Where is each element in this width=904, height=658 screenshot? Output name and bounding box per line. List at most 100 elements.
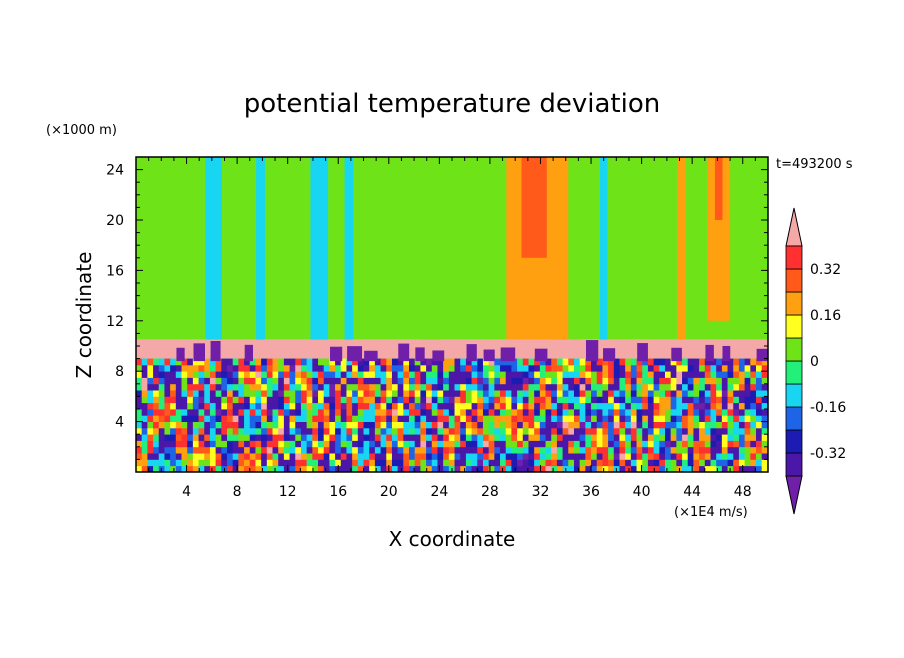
- cell: [642, 390, 649, 397]
- cell: [699, 377, 706, 385]
- cell: [670, 364, 678, 372]
- cell: [409, 440, 416, 448]
- cell: [477, 409, 484, 416]
- cell: [300, 364, 308, 372]
- cell: [266, 434, 274, 441]
- cell: [295, 409, 302, 416]
- cell: [374, 377, 382, 385]
- cell: [175, 415, 183, 422]
- cell: [693, 427, 700, 435]
- cell: [147, 371, 154, 378]
- cell: [141, 415, 149, 422]
- cell: [238, 465, 245, 472]
- cell: [215, 453, 222, 460]
- cell: [744, 421, 751, 429]
- cell: [676, 421, 683, 429]
- cell: [602, 358, 609, 366]
- cell: [187, 377, 194, 385]
- cell: [227, 358, 234, 366]
- cell: [625, 434, 632, 441]
- cell: [727, 390, 734, 397]
- cell: [699, 440, 706, 448]
- cell: [693, 415, 700, 422]
- colorbar-box: [785, 383, 803, 408]
- cell: [386, 383, 393, 391]
- cell: [488, 371, 495, 378]
- cell: [738, 453, 746, 460]
- cell: [579, 453, 587, 460]
- cell: [511, 421, 518, 429]
- cell: [164, 402, 171, 410]
- cell: [471, 402, 478, 410]
- cell: [175, 396, 183, 404]
- cell: [517, 409, 524, 416]
- cell: [164, 377, 171, 385]
- cell: [215, 364, 222, 372]
- cell: [409, 409, 416, 416]
- cell: [192, 383, 200, 391]
- cell: [608, 396, 615, 404]
- cell: [716, 396, 723, 404]
- cell: [636, 364, 643, 372]
- cell: [363, 377, 370, 385]
- cell: [602, 427, 609, 435]
- x-tick-label: 24: [430, 484, 448, 500]
- cell: [357, 434, 365, 441]
- cell: [454, 434, 461, 441]
- cell: [659, 427, 666, 435]
- cell: [295, 377, 302, 385]
- cell: [147, 421, 154, 429]
- cell: [221, 446, 228, 454]
- cell: [750, 459, 757, 467]
- cell: [585, 402, 592, 410]
- cell: [255, 459, 262, 467]
- cell: [192, 446, 200, 454]
- cell: [283, 390, 291, 397]
- cell: [727, 377, 734, 385]
- cell: [386, 459, 393, 467]
- cell: [505, 459, 513, 467]
- cell: [704, 446, 712, 454]
- cell: [198, 415, 205, 422]
- cell: [647, 427, 655, 435]
- cell: [727, 402, 734, 410]
- cell: [158, 453, 166, 460]
- cell: [755, 396, 763, 404]
- cell: [522, 453, 530, 460]
- cell: [426, 371, 433, 378]
- cell: [750, 440, 757, 448]
- cell: [289, 453, 296, 460]
- cell: [562, 358, 569, 366]
- cell: [653, 459, 660, 467]
- cell: [659, 390, 666, 397]
- cell: [534, 402, 541, 410]
- cell: [556, 440, 564, 448]
- cell: [454, 453, 461, 460]
- cell: [545, 377, 552, 385]
- cell: [636, 465, 643, 472]
- cell: [448, 415, 456, 422]
- cell: [414, 446, 422, 454]
- cell: [278, 371, 285, 378]
- cell: [710, 409, 717, 416]
- cell: [187, 415, 194, 422]
- cell: [232, 390, 240, 397]
- cell: [346, 371, 353, 378]
- cell: [642, 358, 649, 366]
- x-tick-label: 12: [279, 484, 297, 500]
- cell: [494, 434, 501, 441]
- cell: [238, 409, 245, 416]
- plume: [193, 343, 205, 362]
- cell: [511, 434, 518, 441]
- chart-title: potential temperature deviation: [244, 89, 660, 119]
- cell: [750, 446, 757, 454]
- cell: [687, 459, 695, 467]
- cell: [664, 364, 672, 372]
- cell: [488, 390, 495, 397]
- cell: [266, 364, 274, 372]
- cell: [750, 402, 757, 410]
- cell: [397, 440, 404, 448]
- cell: [249, 415, 257, 422]
- cell: [517, 465, 524, 472]
- cell: [727, 358, 734, 366]
